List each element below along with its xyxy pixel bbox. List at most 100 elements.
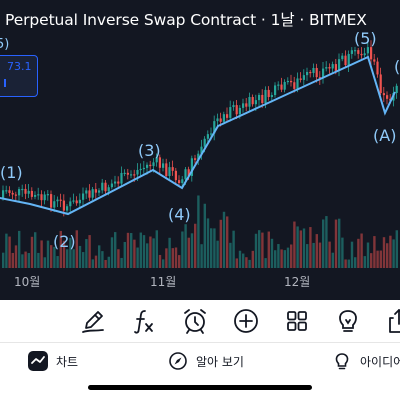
candle-body (162, 163, 165, 168)
volume-bar (75, 230, 78, 268)
candle-body (46, 194, 49, 196)
candle-body (258, 94, 261, 101)
candle-body (347, 53, 350, 66)
volume-bar (27, 253, 30, 268)
candle-body (40, 194, 43, 201)
candle-body (341, 55, 344, 60)
drawing-toolbar (0, 300, 400, 342)
volume-bar (168, 237, 171, 268)
candle-body (296, 78, 299, 89)
volume-bar (293, 221, 296, 268)
price-chart[interactable]: (1) (2) (3) (4) (5) (A) 5) ( 10월 11월 12월… (0, 0, 400, 300)
volume-bar (8, 236, 11, 268)
candle-body (200, 146, 203, 154)
candle-body (181, 179, 184, 184)
price-label[interactable]: 73.1 (0, 55, 38, 97)
draw-icon[interactable] (78, 306, 108, 336)
volume-bar (258, 230, 261, 268)
volume-bar (72, 249, 75, 268)
volume-bar (5, 233, 8, 268)
volume-bar (152, 238, 155, 268)
candle-body (280, 84, 283, 90)
volume-bar (370, 253, 373, 268)
candle-body (360, 53, 363, 56)
candle-body (354, 50, 357, 52)
volume-bar (82, 252, 85, 268)
candlesticks (2, 40, 398, 217)
chart-canvas[interactable]: (1) (2) (3) (4) (5) (A) 5) ( 10월 11월 12월 (0, 0, 400, 300)
volume-bar (290, 244, 293, 268)
candle-body (302, 75, 305, 80)
volume-bar (242, 253, 245, 268)
add-icon[interactable] (231, 306, 261, 336)
volume-bar (158, 254, 162, 268)
volume-bar (222, 211, 226, 268)
candle-body (149, 164, 152, 167)
volume-bar (43, 257, 46, 268)
volume-bar (46, 240, 50, 268)
candle-body (5, 190, 8, 192)
volume-bar (216, 240, 219, 268)
candle-body (158, 157, 161, 168)
indicators-icon[interactable] (129, 306, 159, 336)
candle-body (338, 59, 341, 71)
volume-bars (2, 195, 398, 268)
volume-bar (232, 230, 235, 268)
candle-body (50, 194, 53, 208)
volume-bar (59, 230, 62, 268)
candle-body (98, 190, 101, 193)
volume-bar (98, 245, 101, 268)
candle-body (219, 118, 222, 122)
candle-body (261, 94, 264, 104)
candle-body (309, 71, 312, 74)
volume-bar (85, 239, 88, 268)
alert-icon[interactable] (180, 306, 210, 336)
volume-bar (251, 250, 254, 268)
candle-body (126, 172, 129, 175)
layouts-icon[interactable] (282, 306, 312, 336)
bottom-navigation: 차트 알아 보기 아이디어 (0, 343, 400, 400)
candle-body (152, 162, 155, 167)
candle-body (322, 68, 325, 79)
nav-explore[interactable]: 알아 보기 (168, 349, 244, 373)
volume-bar (206, 218, 210, 268)
candle-body (21, 188, 24, 191)
volume-bar (190, 233, 194, 268)
candle-body (165, 163, 168, 177)
candle-body (315, 67, 318, 78)
volume-bar (178, 255, 181, 268)
candle-body (254, 100, 257, 105)
volume-bar (171, 248, 174, 268)
candle-body (194, 158, 197, 160)
candle-body (267, 89, 270, 98)
nav-chart[interactable]: 차트 (28, 349, 78, 373)
candle-body (357, 50, 360, 54)
volume-bar (146, 243, 149, 268)
candle-body (168, 167, 171, 177)
volume-bar (2, 252, 5, 268)
candle-body (27, 190, 30, 194)
candle-body (178, 180, 181, 184)
volume-bar (306, 244, 309, 268)
volume-bar (56, 256, 59, 268)
candle-body (395, 85, 398, 93)
candle-body (245, 103, 248, 107)
volume-bar (312, 242, 315, 268)
candle-body (85, 190, 88, 194)
candle-body (114, 181, 117, 184)
candle-body (155, 157, 158, 163)
volume-bar (136, 247, 139, 268)
ideas-icon[interactable] (333, 306, 363, 336)
candle-body (56, 199, 59, 202)
nav-ideas[interactable]: 아이디어 (332, 349, 400, 373)
share-icon[interactable] (384, 306, 400, 336)
candle-body (382, 93, 385, 96)
volume-bar (366, 242, 370, 268)
nav-explore-label: 알아 보기 (196, 354, 244, 369)
candle-body (363, 53, 366, 56)
candle-body (242, 103, 245, 108)
volume-bar (235, 258, 238, 268)
volume-bar (334, 219, 338, 268)
volume-bar (187, 237, 190, 268)
candle-body (139, 168, 142, 171)
